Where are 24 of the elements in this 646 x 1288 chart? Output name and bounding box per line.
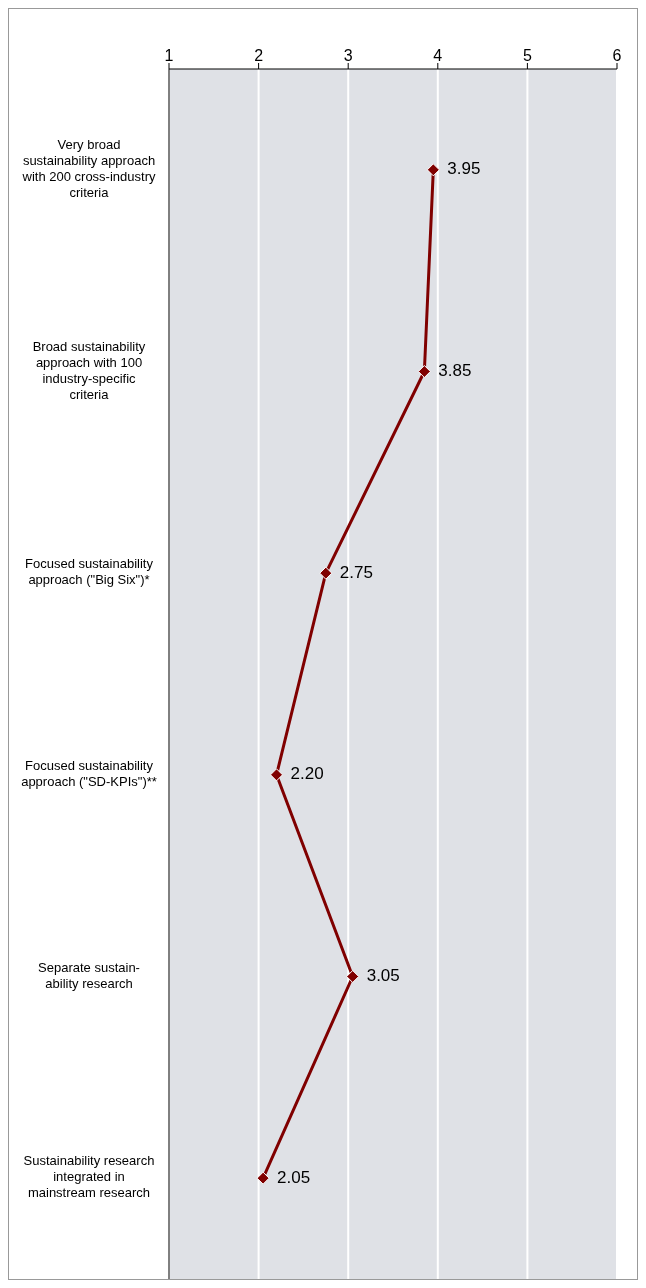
x-tick-label: 4 bbox=[433, 47, 443, 64]
data-label: 2.05 bbox=[277, 1167, 311, 1187]
data-label: 2.20 bbox=[290, 764, 324, 784]
data-label: 3.05 bbox=[366, 965, 400, 985]
y-tick-label: Separate sustain- ability research bbox=[38, 959, 140, 991]
y-tick-label: Focused sustainability approach ("SD-KPIs")** bbox=[21, 758, 157, 790]
y-tick-label: Broad sustainability approach with 100 industry-specific criteria bbox=[32, 338, 146, 402]
x-tick-label: 5 bbox=[522, 47, 532, 64]
x-tick-label: 6 bbox=[612, 47, 622, 64]
point bbox=[426, 163, 440, 177]
data-label: 3.85 bbox=[438, 360, 472, 380]
point bbox=[417, 365, 431, 378]
point bbox=[270, 768, 284, 782]
point bbox=[346, 970, 360, 983]
data-label: 2.75 bbox=[339, 562, 373, 582]
x-tick-label: 2 bbox=[254, 47, 264, 64]
point bbox=[256, 1171, 270, 1185]
y-tick-label: Very broad sustainability approach with 200 cross-industry criteria bbox=[21, 137, 156, 201]
x-tick-label: 3 bbox=[343, 47, 353, 64]
point bbox=[319, 566, 333, 580]
y-tick-label: Focused sustainability approach ("Big Six")* bbox=[25, 556, 154, 588]
x-tick-label: 1 bbox=[164, 47, 174, 64]
data-label: 3.95 bbox=[447, 159, 481, 179]
y-tick-label: Sustainability research integrated in mainstream research bbox=[23, 1153, 155, 1201]
